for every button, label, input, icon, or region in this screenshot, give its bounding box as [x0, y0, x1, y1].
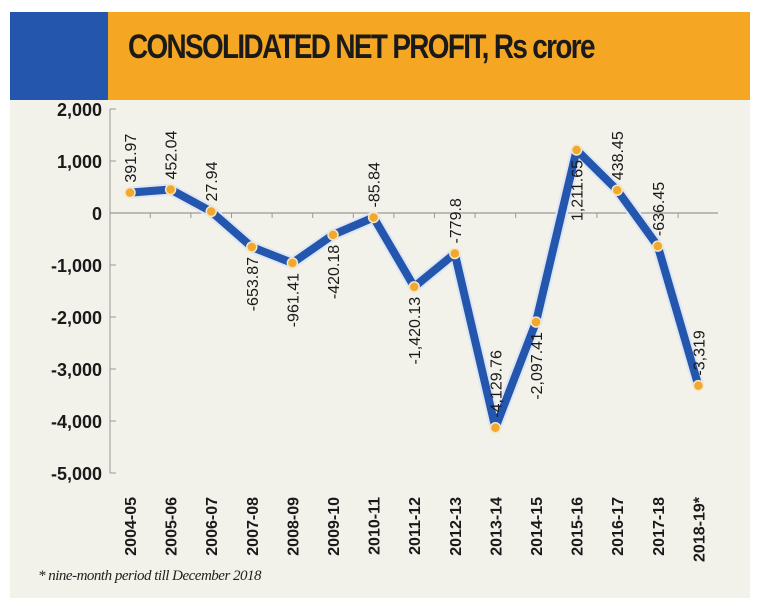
- data-label: -2,097.41: [529, 332, 546, 400]
- data-point: [286, 257, 299, 269]
- data-point: [570, 144, 583, 156]
- y-tick-label: -4,000: [51, 412, 102, 432]
- data-label: -420.18: [326, 245, 343, 299]
- y-tick-label: 0: [92, 204, 102, 224]
- x-tick-label: 2011-12: [407, 497, 424, 555]
- header-bar: [108, 12, 750, 100]
- y-tick-label: -5,000: [51, 464, 102, 484]
- x-tick-label: 2009-10: [326, 497, 343, 556]
- x-tick-label: 2005-06: [164, 497, 181, 556]
- data-label: -1,420.13: [407, 297, 424, 365]
- x-tick-label: 2010-11: [367, 497, 384, 555]
- data-label: -636.45: [651, 182, 668, 236]
- data-label: -4,129.76: [488, 350, 505, 418]
- data-point: [124, 186, 136, 199]
- y-tick-label: -1,000: [51, 256, 102, 276]
- x-tick-label: 2006-07: [204, 497, 221, 556]
- data-point: [611, 184, 623, 196]
- x-tick-label: 2013-14: [488, 497, 505, 556]
- y-tick-label: 2,000: [57, 100, 102, 120]
- data-label: 438.45: [610, 131, 627, 180]
- x-tick-label: 2012-13: [448, 497, 465, 556]
- y-tick-label: -2,000: [51, 308, 102, 328]
- data-point: [408, 281, 420, 293]
- data-label: 1,211.65: [570, 160, 587, 221]
- header-blue-block: [10, 12, 108, 100]
- data-point: [205, 205, 217, 218]
- data-point: [652, 240, 664, 252]
- footnote: * nine-month period till December 2018: [38, 568, 262, 584]
- data-label: -961.41: [285, 273, 302, 327]
- data-label: -85.84: [367, 162, 384, 207]
- y-tick-label: 1,000: [57, 152, 102, 172]
- x-tick-label: 2017-18: [651, 497, 668, 556]
- data-label: -3,319: [691, 330, 708, 375]
- data-point: [327, 229, 339, 241]
- x-tick-label: 2008-09: [285, 497, 302, 556]
- x-tick-label: 2016-17: [610, 497, 627, 556]
- data-point: [449, 247, 461, 260]
- x-tick-label: 2014-15: [529, 497, 546, 556]
- data-label: 452.04: [164, 130, 181, 179]
- data-label: 391.97: [123, 134, 140, 183]
- data-point: [692, 379, 705, 392]
- chart-panel: [10, 12, 750, 598]
- data-point: [367, 211, 380, 224]
- data-point: [164, 183, 177, 196]
- x-tick-label: 2018-19*: [691, 496, 708, 562]
- data-label: 27.94: [204, 161, 221, 201]
- data-label: -653.87: [245, 257, 262, 311]
- data-point: [530, 316, 542, 328]
- x-tick-label: 2004-05: [123, 497, 140, 556]
- x-tick-label: 2007-08: [245, 497, 262, 556]
- x-tick-label: 2015-16: [570, 497, 587, 556]
- data-point: [489, 421, 502, 434]
- data-label: -779.8: [448, 198, 465, 243]
- chart-title: CONSOLIDATED NET PROFIT, Rs crore: [128, 28, 596, 66]
- data-point: [246, 241, 258, 253]
- y-tick-label: -3,000: [51, 360, 102, 380]
